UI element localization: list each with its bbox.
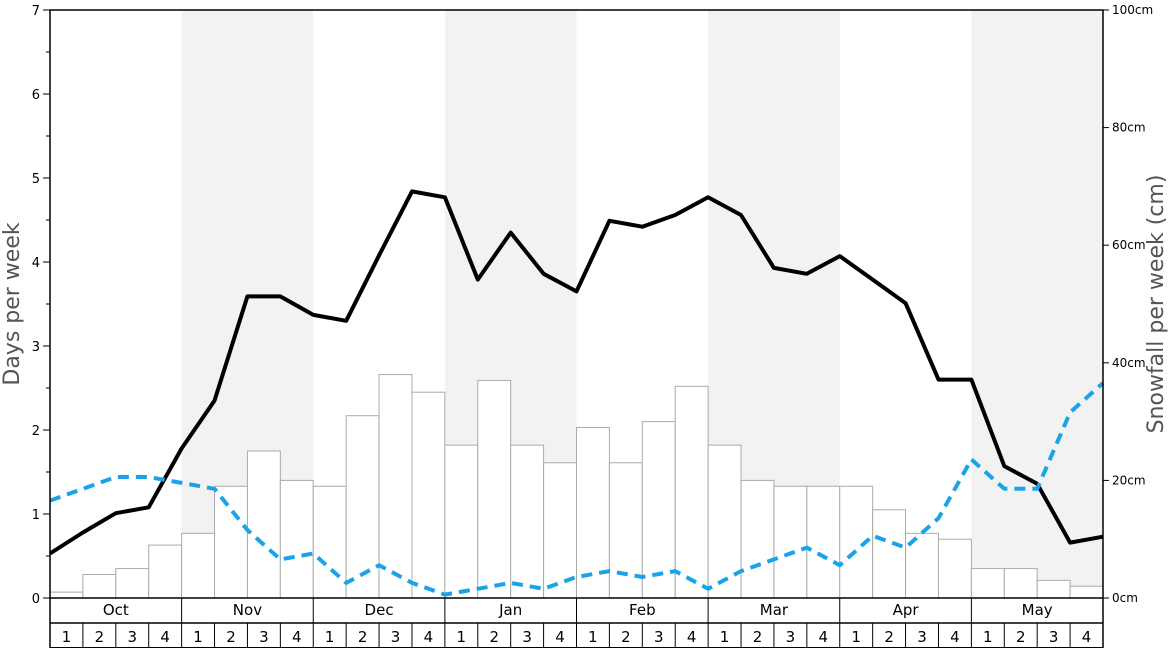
week-label: 3 [654, 628, 664, 646]
week-label: 2 [95, 628, 105, 646]
week-label: 2 [884, 628, 894, 646]
snowfall-bar [740, 479, 775, 599]
week-label: 3 [786, 628, 796, 646]
week-label: 3 [127, 628, 137, 646]
week-label: 1 [851, 628, 861, 646]
right-tick-label: 0cm [1112, 591, 1138, 605]
week-label: 2 [1016, 628, 1026, 646]
snowfall-bar [970, 568, 1005, 599]
week-label: 1 [62, 628, 72, 646]
dashed-series-line [49, 381, 1105, 597]
snowfall-bar [1003, 568, 1038, 599]
week-label: 2 [489, 628, 499, 646]
left-tick-label: 5 [32, 172, 40, 187]
right-tick-label: 40cm [1112, 356, 1146, 370]
snowfall-bar [49, 591, 84, 599]
right-axis-title: Snowfall per week (cm) [1144, 175, 1168, 434]
week-label: 1 [983, 628, 993, 646]
snowfall-bar [543, 462, 577, 599]
left-axis-title: Days per week [0, 222, 25, 385]
snowfall-bar [148, 544, 183, 599]
week-label: 1 [588, 628, 598, 646]
week-label: 2 [358, 628, 368, 646]
solid-series-line [48, 189, 1104, 556]
week-label: 4 [555, 628, 565, 646]
snowfall-bar [641, 421, 676, 599]
month-label: Jan [498, 601, 522, 619]
snowfall-bar [1069, 585, 1104, 599]
left-tick-label: 3 [32, 340, 40, 355]
month-label: Apr [893, 601, 920, 619]
week-label: 3 [391, 628, 401, 646]
month-bands [181, 10, 1103, 598]
right-tick-label: 60cm [1112, 238, 1146, 252]
snowfall-bar [576, 426, 610, 599]
snowfall-bar [937, 538, 972, 599]
snowfall-bar [82, 573, 117, 599]
snowfall-bar [872, 509, 907, 599]
week-label: 2 [753, 628, 763, 646]
week-label: 1 [720, 628, 730, 646]
month-label: Feb [629, 601, 656, 619]
week-label: 4 [819, 628, 829, 646]
snowfall-bar [806, 485, 841, 599]
week-label: 4 [950, 628, 960, 646]
week-label: 1 [193, 628, 203, 646]
week-label: 4 [424, 628, 434, 646]
left-tick-label: 0 [32, 592, 40, 607]
snowfall-bar [411, 391, 446, 599]
week-label: 3 [917, 628, 927, 646]
right-tick-label: 20cm [1112, 473, 1146, 487]
snowfall-bar [477, 379, 512, 599]
left-tick-label: 4 [32, 256, 40, 271]
week-label: 4 [1082, 628, 1092, 646]
month-week-axis: Oct 1 2 3 4 Nov 1 2 3 4 Dec 1 2 3 4 Jan 1 2 3 4 Feb 1 2 3 4 Mar 1 2… [49, 598, 1104, 648]
snowfall-bar [674, 385, 709, 599]
left-axis: 0 1 2 3 4 5 6 7 [32, 4, 50, 607]
week-label: 3 [259, 628, 269, 646]
left-tick-label: 2 [32, 424, 40, 439]
left-tick-label: 6 [32, 88, 40, 103]
week-label: 2 [226, 628, 236, 646]
right-axis: 0cm 20cm 40cm 60cm 80cm 100cm [1103, 3, 1153, 605]
week-label: 4 [292, 628, 302, 646]
snowfall-bar [115, 568, 150, 599]
left-tick-label: 7 [32, 4, 40, 19]
week-label: 1 [457, 628, 467, 646]
right-tick-label: 80cm [1112, 121, 1146, 135]
month-band [971, 10, 1103, 598]
week-label: 1 [325, 628, 335, 646]
snowfall-bar [345, 415, 380, 599]
week-label: 3 [1049, 628, 1059, 646]
left-tick-label: 1 [32, 508, 40, 523]
snowfall-bar [279, 479, 314, 599]
snowfall-bar [312, 485, 347, 599]
month-label: May [1022, 601, 1053, 619]
week-label: 2 [621, 628, 631, 646]
snowfall-bar [1036, 579, 1071, 599]
snowfall-bar [510, 444, 545, 599]
week-label: 4 [687, 628, 697, 646]
series-lines [48, 189, 1105, 597]
week-label: 4 [160, 628, 170, 646]
snowfall-bar [378, 374, 413, 599]
right-tick-label: 100cm [1112, 3, 1153, 17]
month-label: Oct [103, 601, 129, 619]
month-label: Nov [233, 601, 262, 619]
month-label: Mar [760, 601, 789, 619]
snowfall-bar [773, 485, 808, 599]
snowfall-bar [214, 485, 248, 599]
snowfall-bar [444, 444, 479, 599]
snowfall-bar [246, 450, 281, 599]
snowfall-bar [181, 532, 216, 599]
month-label: Dec [365, 601, 394, 619]
week-label: 3 [522, 628, 532, 646]
